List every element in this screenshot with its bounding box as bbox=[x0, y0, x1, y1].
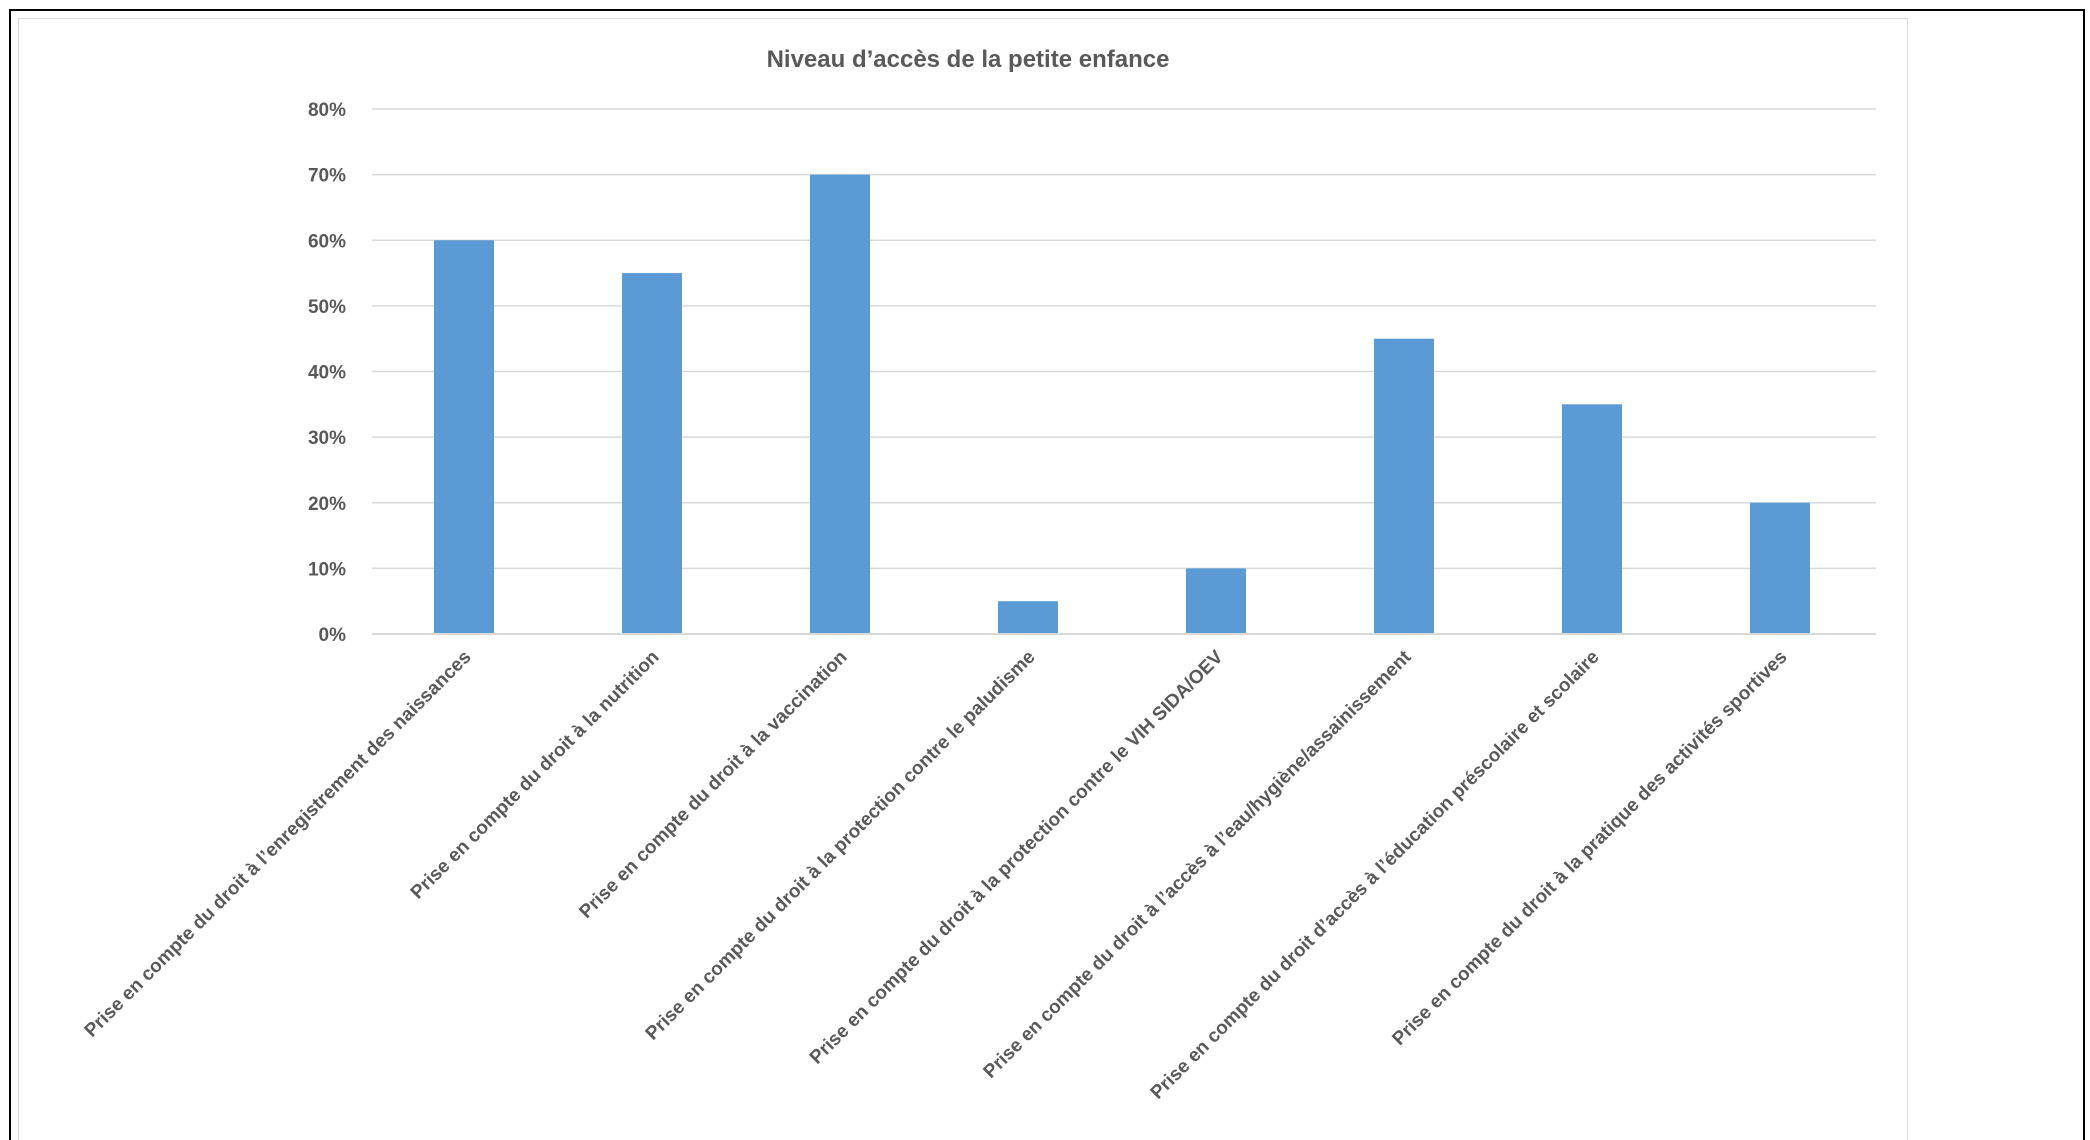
x-tick-label: Prise en compte du droit à l’enregistrem… bbox=[81, 647, 476, 1042]
bar bbox=[434, 240, 494, 634]
x-tick-label: Prise en compte du droit à la pratique d… bbox=[1388, 647, 1791, 1050]
bar bbox=[1750, 502, 1810, 634]
x-tick-label: Prise en compte du droit à la protection… bbox=[642, 647, 1040, 1045]
y-tick-label: 80% bbox=[308, 100, 346, 121]
x-tick-label: Prise en compte du droit à l’accès à l’e… bbox=[980, 646, 1416, 1082]
y-tick-label: 70% bbox=[308, 166, 346, 187]
bars bbox=[434, 174, 1810, 634]
bar bbox=[1562, 404, 1622, 634]
bar bbox=[998, 601, 1058, 634]
bar bbox=[1186, 568, 1246, 634]
x-tick-label: Prise en compte du droit d’accès à l’édu… bbox=[1147, 647, 1604, 1104]
bar bbox=[1374, 338, 1434, 634]
chart-area bbox=[18, 18, 1908, 1140]
outer-frame bbox=[9, 9, 2085, 1140]
bar bbox=[810, 174, 870, 634]
y-tick-label: 40% bbox=[308, 363, 346, 384]
x-tick-label: Prise en compte du droit à la protection… bbox=[806, 646, 1228, 1068]
y-tick-label: 20% bbox=[308, 494, 346, 515]
gridlines bbox=[372, 108, 1876, 570]
y-tick-label: 50% bbox=[308, 297, 346, 318]
y-tick-label: 60% bbox=[308, 231, 346, 252]
y-tick-label: 10% bbox=[308, 559, 346, 580]
x-axis-tick-labels: Prise en compte du droit à l’enregistrem… bbox=[81, 646, 1792, 1103]
chart-title: Niveau d’accès de la petite enfance bbox=[767, 46, 1170, 73]
bar bbox=[622, 273, 682, 634]
y-tick-label: 0% bbox=[319, 625, 347, 646]
y-axis-tick-labels: 0% 10% 20% 30% 40% 50% 60% 70% 80% bbox=[308, 100, 346, 646]
y-tick-label: 30% bbox=[308, 428, 346, 449]
